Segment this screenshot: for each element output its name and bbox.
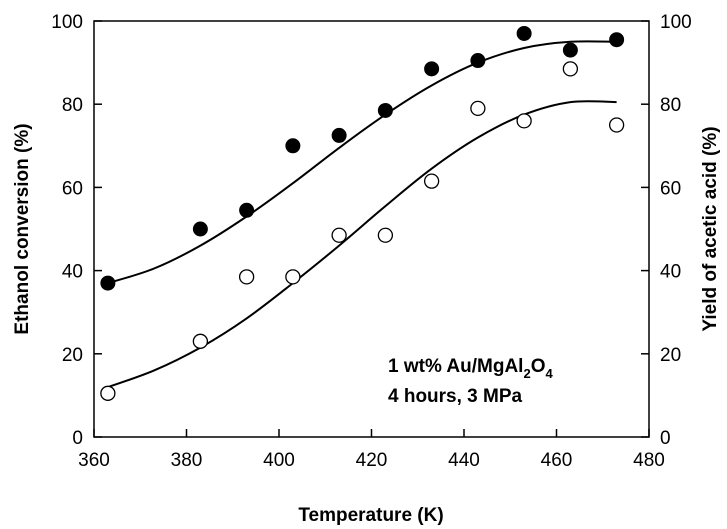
filled-data-point (516, 25, 532, 41)
y-tick-label: 80 (62, 95, 83, 116)
y-axis-title: Ethanol conversion (%) (12, 123, 33, 334)
y2-axis-title: Yield of acetic acid (%) (700, 126, 721, 331)
axis-ticks (93, 20, 650, 438)
open-data-point (192, 333, 209, 349)
x-axis-title: Temperature (K) (298, 505, 443, 526)
open-data-point (516, 113, 532, 129)
filled-data-point (331, 127, 347, 143)
filled-data-point (377, 102, 393, 118)
annotation-sub-2: 4 (545, 366, 553, 381)
y2-tick-label: 20 (660, 345, 681, 366)
filled-data-point (562, 42, 578, 58)
y2-tick-label: 100 (660, 12, 692, 33)
filled-data-point (470, 53, 486, 69)
y2-tick-label: 80 (660, 95, 681, 116)
open-data-point (238, 269, 255, 285)
filled-data-point (424, 61, 440, 77)
x-tick-label: 420 (356, 450, 388, 471)
annotation-prefix: 1 wt% Au/MgAl (388, 356, 523, 377)
open-data-point (331, 227, 347, 243)
y2-tick-label: 0 (660, 428, 671, 449)
annotation-mid: O (531, 356, 546, 377)
tick-labels: 360 380 400 420 440 460 4800204060801000204060… (51, 12, 691, 471)
fit-curve-series-1 (107, 40, 617, 285)
x-tick-label: 360 (78, 450, 110, 471)
x-tick-label: 460 (541, 450, 573, 471)
y-tick-label: 60 (62, 178, 83, 199)
y-tick-label: 100 (51, 12, 83, 33)
plot-area (93, 20, 650, 438)
open-data-point (377, 227, 394, 243)
y-tick-label: 20 (62, 345, 83, 366)
y-tick-label: 0 (72, 428, 83, 449)
open-data-point (608, 117, 625, 133)
filled-data-point (609, 32, 625, 48)
y2-tick-label: 40 (660, 262, 681, 283)
x-tick-label: 380 (171, 450, 203, 471)
fit-curve-series-2 (107, 100, 617, 389)
fit-curves (107, 40, 617, 389)
x-tick-label: 400 (263, 450, 295, 471)
y-tick-label: 40 (62, 262, 83, 283)
filled-data-point (239, 202, 255, 218)
x-tick-label: 440 (448, 450, 480, 471)
open-data-point (423, 173, 440, 189)
annotation-line-1: 1 wt% Au/MgAl2O4 (388, 356, 553, 381)
annotation-line-2: 4 hours, 3 MPa (388, 386, 523, 407)
filled-data-point (285, 138, 301, 154)
y2-tick-label: 60 (660, 178, 681, 199)
open-data-point (562, 61, 579, 77)
open-data-point (100, 385, 116, 401)
filled-data-point (192, 221, 208, 237)
annotation-sub-1: 2 (523, 366, 530, 381)
data-points (100, 25, 625, 401)
open-data-point (470, 100, 486, 117)
x-tick-label: 480 (633, 450, 665, 471)
open-data-point (285, 269, 301, 285)
filled-data-point (100, 275, 116, 291)
